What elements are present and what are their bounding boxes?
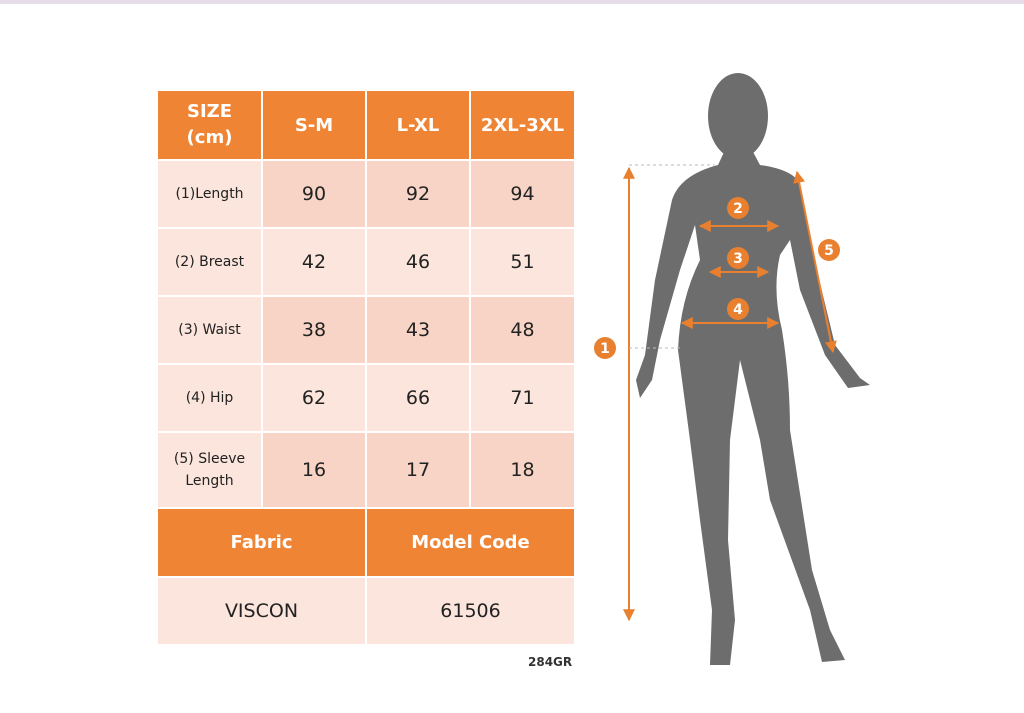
info-value: VISCON bbox=[157, 577, 366, 645]
value-cell: 42 bbox=[262, 228, 366, 296]
value-cell: 92 bbox=[366, 160, 470, 228]
row-label: (2) Breast bbox=[157, 228, 262, 296]
info-header: Model Code bbox=[366, 508, 575, 577]
top-border bbox=[0, 0, 1024, 4]
badge bbox=[727, 197, 749, 219]
info-header-text: Model Code bbox=[411, 532, 530, 553]
row-label: (5) Sleeve Length bbox=[157, 432, 262, 508]
value-cell-text: 16 bbox=[301, 459, 327, 481]
value-cell: 62 bbox=[262, 364, 366, 432]
value-cell-text: 71 bbox=[510, 387, 535, 409]
value-cell-text: 46 bbox=[405, 251, 431, 273]
row-label: (1)Length bbox=[157, 160, 262, 228]
row-label: (4) Hip bbox=[157, 364, 262, 432]
badges: 1 2 3 4 5 bbox=[594, 197, 840, 359]
badge-label: 3 bbox=[733, 251, 743, 267]
value-cell-text: 38 bbox=[301, 319, 327, 341]
value-cell: 71 bbox=[470, 364, 575, 432]
value-cell-text: 17 bbox=[405, 459, 431, 481]
header-cell: SIZE (cm) bbox=[157, 90, 262, 160]
value-cell-text: 92 bbox=[405, 183, 431, 205]
header-cell-text: 2XL-3XL bbox=[480, 114, 565, 136]
header-cell: L-XL bbox=[366, 90, 470, 160]
value-cell-text: 94 bbox=[510, 183, 535, 205]
badge-label: 1 bbox=[600, 341, 610, 357]
value-cell-text: 48 bbox=[510, 319, 535, 341]
value-cell: 51 bbox=[470, 228, 575, 296]
value-cell: 94 bbox=[470, 160, 575, 228]
badge bbox=[727, 247, 749, 269]
badge bbox=[727, 298, 749, 320]
info-header: Fabric bbox=[157, 508, 366, 577]
row-label-text: (1)Length bbox=[175, 186, 244, 202]
badge-label: 5 bbox=[824, 243, 834, 259]
value-cell: 48 bbox=[470, 296, 575, 364]
info-value-text: 61506 bbox=[440, 600, 501, 622]
row-label-text: (3) Waist bbox=[178, 322, 241, 338]
info-header-text: Fabric bbox=[230, 532, 293, 553]
badge bbox=[594, 337, 616, 359]
value-cell-text: 43 bbox=[405, 319, 431, 341]
value-cell: 18 bbox=[470, 432, 575, 508]
value-cell: 66 bbox=[366, 364, 470, 432]
badge bbox=[818, 239, 840, 261]
value-cell-text: 42 bbox=[301, 251, 327, 273]
value-cell-text: 90 bbox=[301, 183, 327, 205]
value-cell-text: 51 bbox=[510, 251, 535, 273]
row-label-text: (4) Hip bbox=[185, 390, 234, 406]
value-cell: 46 bbox=[366, 228, 470, 296]
header-cell-text: S-M bbox=[294, 114, 334, 136]
info-value: 61506 bbox=[366, 577, 575, 645]
row-label-text: (5) Sleeve Length bbox=[173, 451, 246, 489]
value-cell-text: 62 bbox=[301, 387, 327, 409]
value-cell: 43 bbox=[366, 296, 470, 364]
value-cell-text: 66 bbox=[405, 387, 431, 409]
code: 284GR bbox=[528, 655, 573, 669]
header-cell: S-M bbox=[262, 90, 366, 160]
info-value-text: VISCON bbox=[224, 600, 299, 622]
header-cell-text: SIZE (cm) bbox=[186, 101, 233, 148]
value-cell: 16 bbox=[262, 432, 366, 508]
measure-lines bbox=[623, 164, 837, 622]
value-cell: 17 bbox=[366, 432, 470, 508]
row-label: (3) Waist bbox=[157, 296, 262, 364]
value-cell-text: 18 bbox=[510, 459, 535, 481]
badge-label: 2 bbox=[733, 201, 743, 217]
header-cell: 2XL-3XL bbox=[470, 90, 575, 160]
silhouette bbox=[636, 73, 870, 665]
value-cell: 38 bbox=[262, 296, 366, 364]
header-cell-text: L-XL bbox=[396, 114, 440, 136]
value-cell: 90 bbox=[262, 160, 366, 228]
row-label-text: (2) Breast bbox=[174, 254, 245, 270]
badge-label: 4 bbox=[733, 302, 743, 318]
